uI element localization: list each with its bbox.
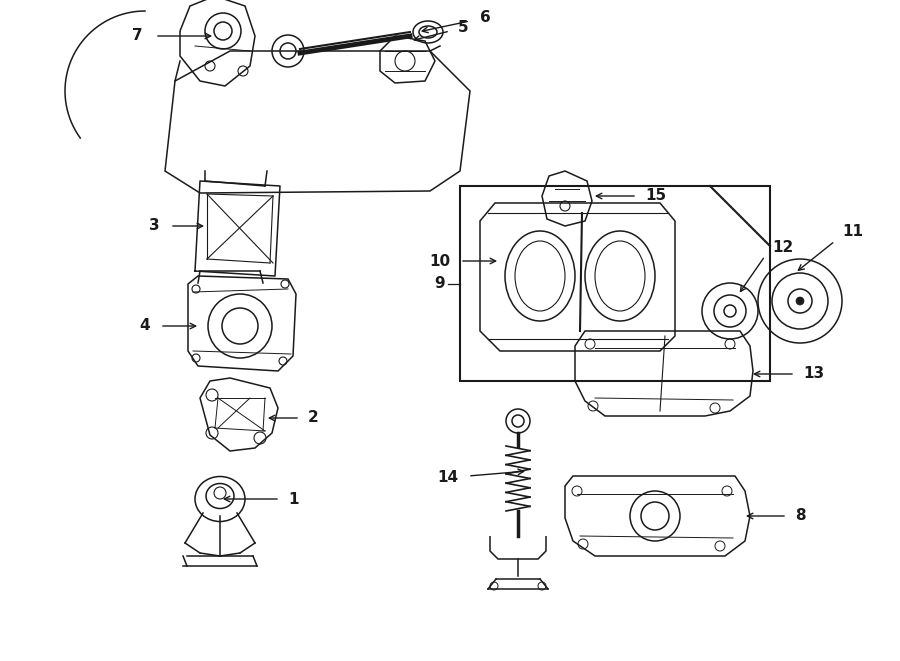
Text: 5: 5 — [458, 20, 469, 36]
Text: 15: 15 — [645, 188, 666, 204]
Text: 10: 10 — [429, 254, 450, 268]
Text: 7: 7 — [132, 28, 143, 44]
Text: 12: 12 — [772, 241, 793, 256]
Text: 13: 13 — [803, 366, 824, 381]
Text: 4: 4 — [140, 319, 150, 334]
Text: 14: 14 — [436, 471, 458, 485]
Circle shape — [796, 297, 804, 305]
Text: 9: 9 — [435, 276, 445, 292]
Text: 1: 1 — [288, 492, 299, 506]
Text: 2: 2 — [308, 410, 319, 426]
Text: 6: 6 — [480, 11, 491, 26]
Text: 3: 3 — [149, 219, 160, 233]
Text: 8: 8 — [795, 508, 806, 524]
Text: 11: 11 — [842, 223, 863, 239]
Bar — [460, 186, 770, 381]
